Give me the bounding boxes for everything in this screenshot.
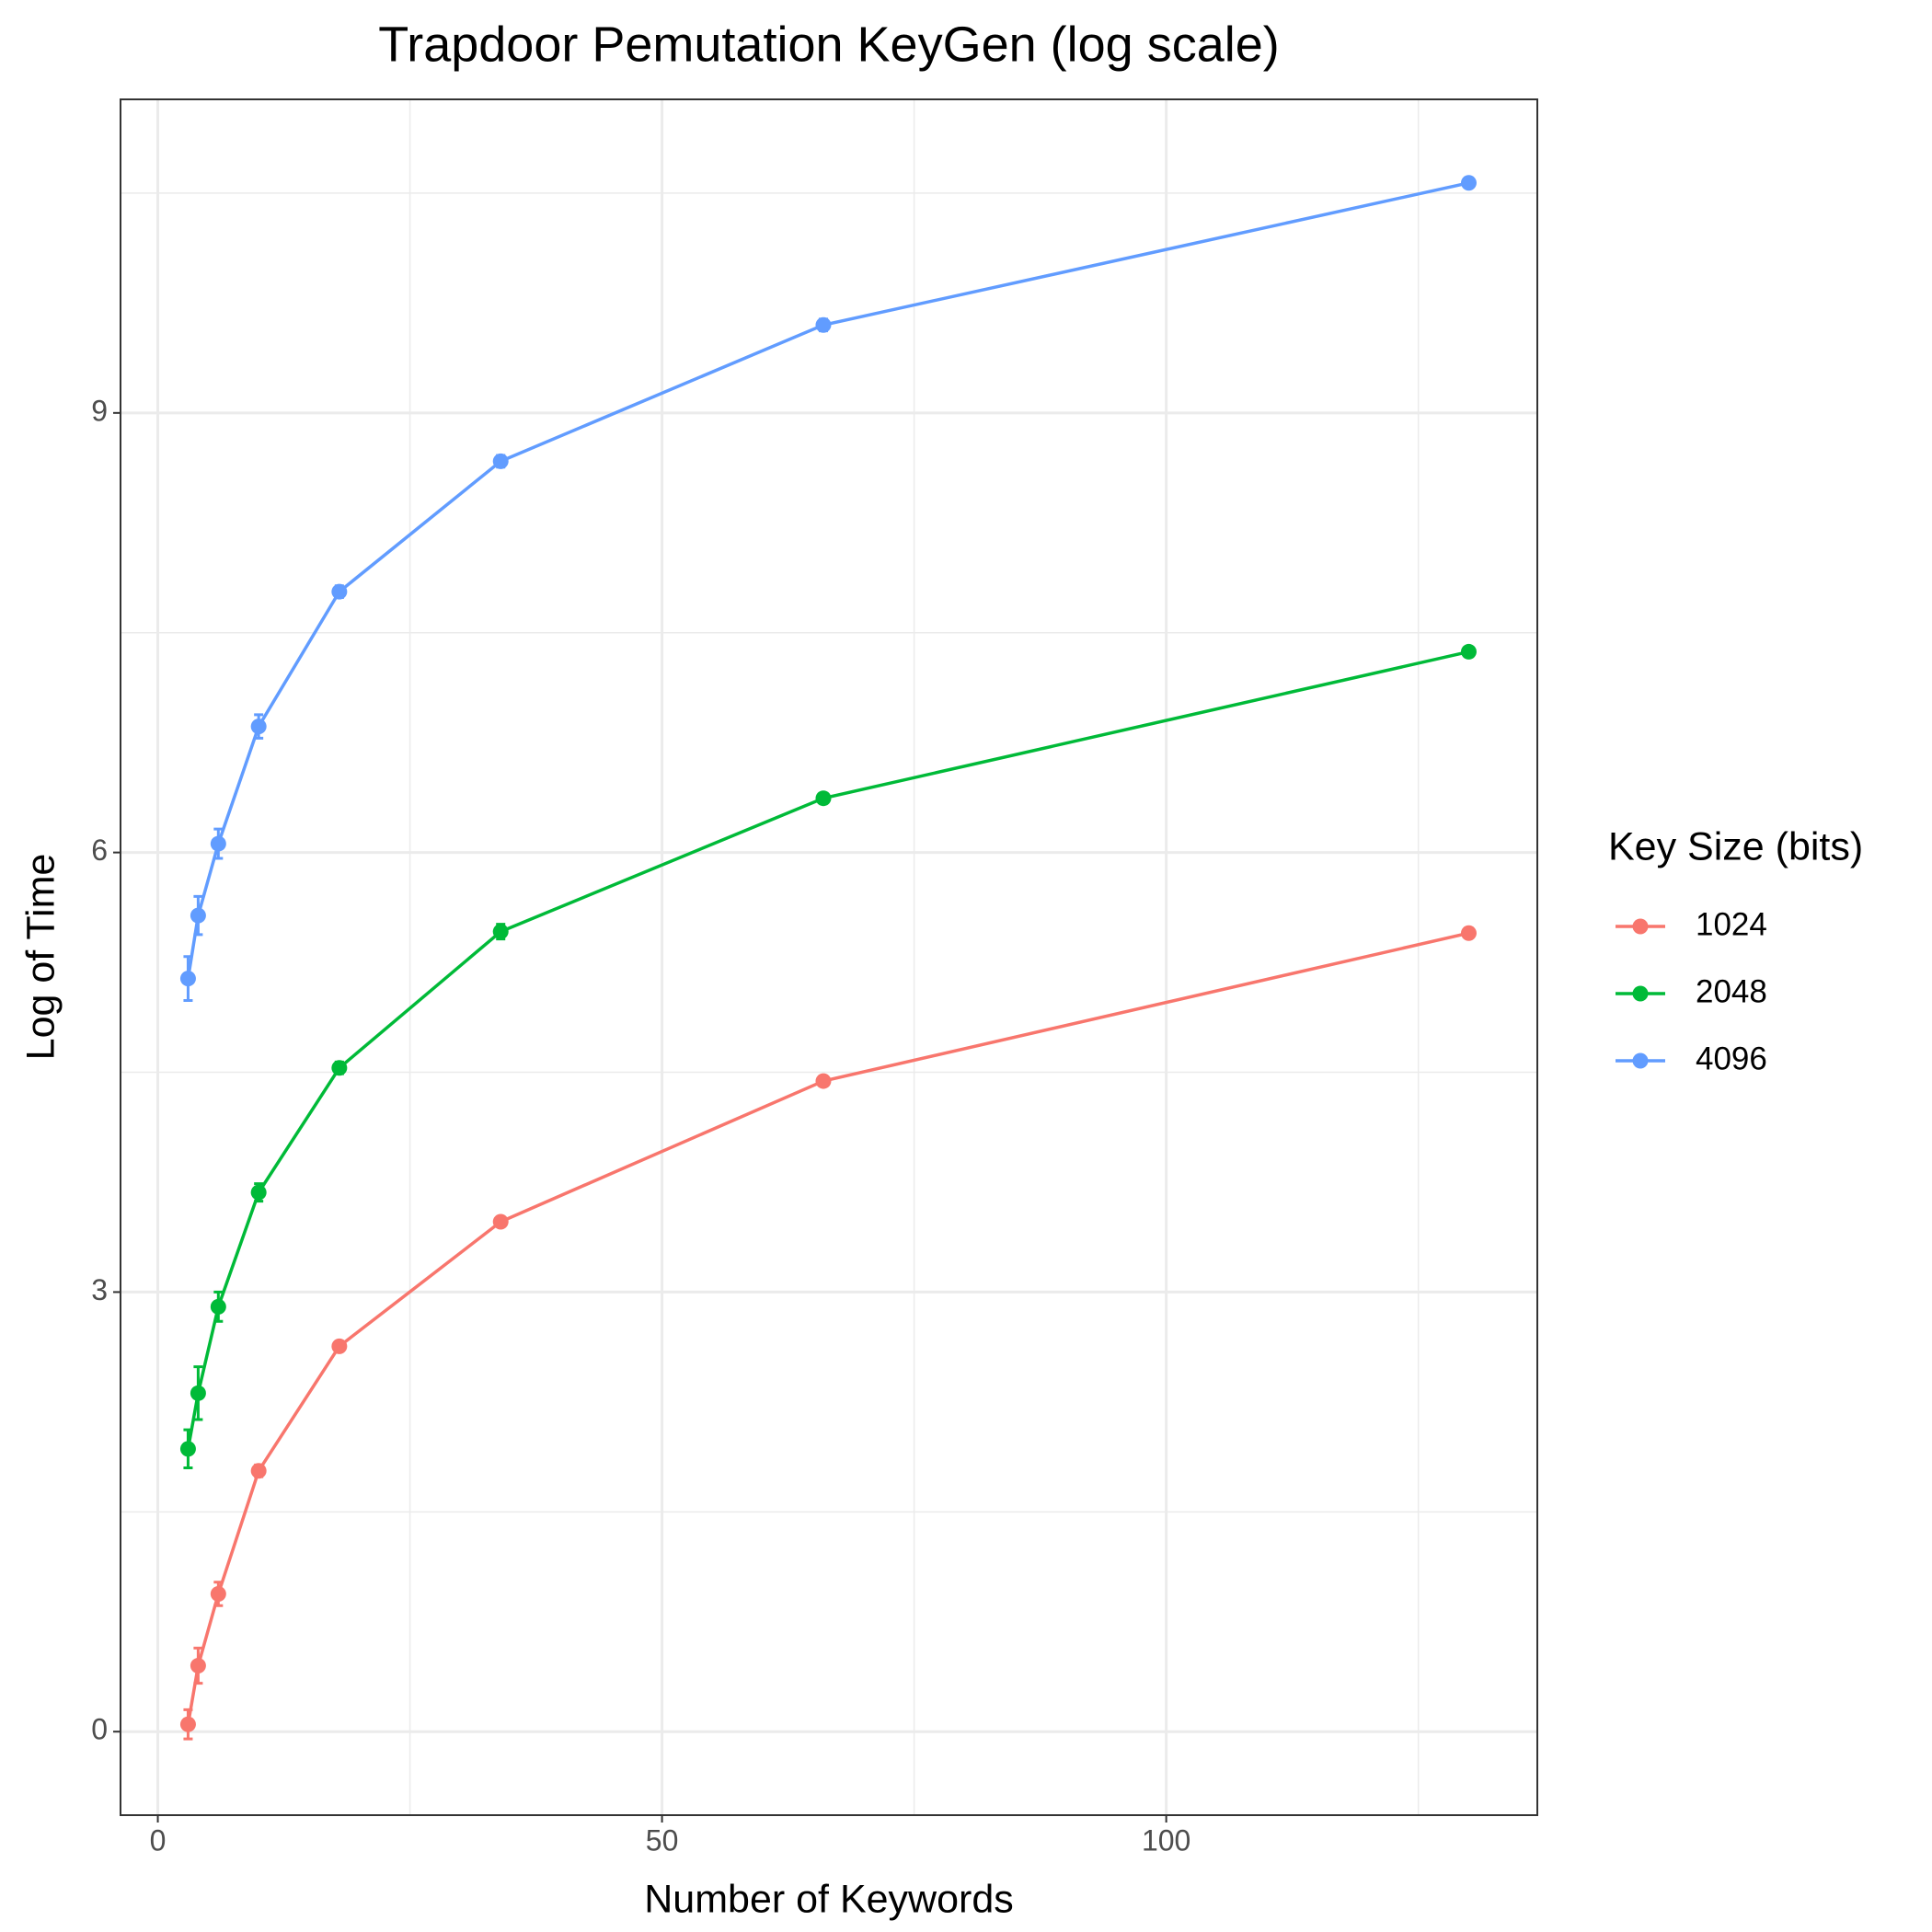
- legend-label: 2048: [1696, 973, 1767, 1009]
- y-tick-label: 0: [91, 1713, 108, 1746]
- point: [179, 971, 196, 987]
- point: [331, 1060, 348, 1076]
- chart-title: Trapdoor Pemutation KeyGen (log scale): [378, 17, 1280, 72]
- point: [179, 1716, 196, 1732]
- legend-label: 1024: [1696, 906, 1767, 942]
- y-axis-title: Log of Time: [18, 854, 63, 1061]
- x-axis-title: Number of Keywords: [644, 1877, 1014, 1921]
- point: [179, 1441, 196, 1457]
- panel-border: [120, 98, 1538, 1816]
- point: [210, 835, 226, 852]
- y-tick-label: 6: [91, 834, 108, 867]
- y-tick-label: 3: [91, 1273, 108, 1306]
- point: [815, 790, 832, 807]
- series-line: [186, 931, 1469, 1725]
- point: [250, 719, 267, 735]
- legend-key-point: [1632, 985, 1649, 1002]
- point: [331, 583, 348, 600]
- point: [1460, 175, 1477, 191]
- point: [210, 1298, 226, 1315]
- point: [210, 1586, 226, 1603]
- point: [250, 1463, 267, 1479]
- y-tick-label: 9: [91, 394, 108, 427]
- point: [331, 1338, 348, 1354]
- point: [1460, 643, 1477, 660]
- point: [815, 316, 832, 333]
- point: [190, 907, 206, 924]
- legend-key-point: [1632, 1052, 1649, 1069]
- point: [492, 924, 509, 940]
- x-tick-label: 100: [1142, 1823, 1190, 1857]
- legend-key-point: [1632, 918, 1649, 935]
- x-tick-label: 0: [150, 1823, 167, 1857]
- series-line: [186, 650, 1469, 1450]
- legend-title: Key Size (bits): [1608, 824, 1863, 868]
- point: [1460, 925, 1477, 941]
- point: [815, 1073, 832, 1089]
- x-tick-label: 50: [646, 1823, 679, 1857]
- series-line: [186, 181, 1469, 979]
- point: [492, 453, 509, 469]
- point: [250, 1184, 267, 1201]
- point: [190, 1385, 206, 1401]
- point: [190, 1658, 206, 1674]
- legend-label: 4096: [1696, 1041, 1767, 1076]
- point: [492, 1213, 509, 1230]
